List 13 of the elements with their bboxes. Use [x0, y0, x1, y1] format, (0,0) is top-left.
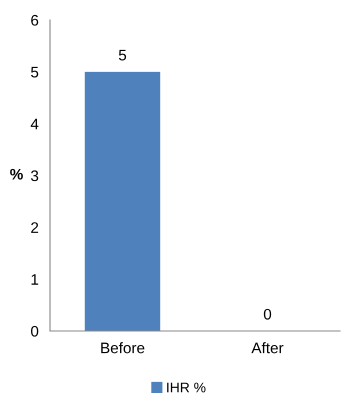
x-tick-label: Before [101, 342, 144, 354]
y-tick-label: 4 [30, 118, 38, 130]
y-tick-label: 3 [30, 170, 38, 182]
data-label: 0 [264, 308, 272, 320]
y-tick-label: 5 [31, 66, 38, 78]
y-tick-label: 1 [32, 274, 38, 285]
y-tick-label: 0 [30, 326, 38, 337]
y-tick-label: 6 [31, 14, 38, 26]
x-tick-label: After [251, 342, 284, 354]
y-tick-label: 2 [31, 222, 38, 233]
y-axis-title: % [10, 168, 23, 180]
legend-label: IHR % [167, 382, 206, 392]
data-label: 5 [118, 50, 126, 60]
